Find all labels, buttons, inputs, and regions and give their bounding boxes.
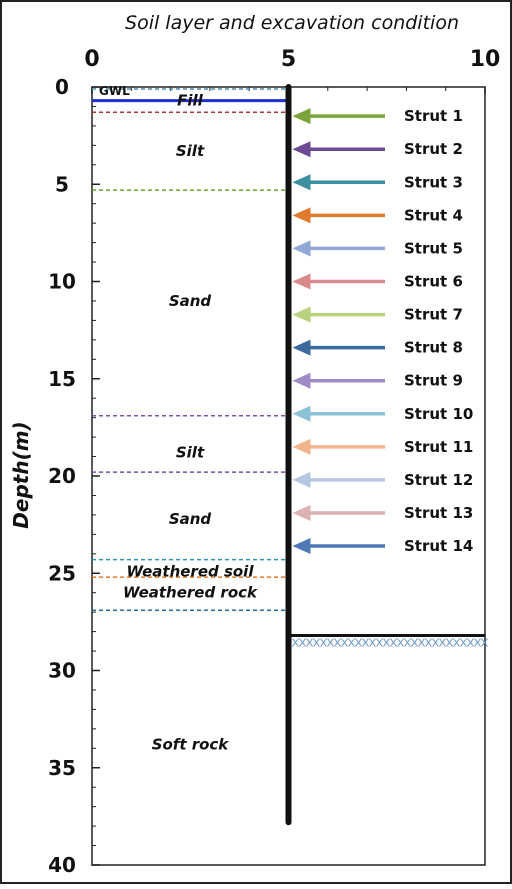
layer-boundaries: GWL bbox=[92, 84, 289, 611]
strut-arrow-head bbox=[292, 438, 311, 455]
hatch-mark bbox=[439, 638, 446, 647]
layer-label: Silt bbox=[176, 142, 205, 160]
strut-arrow-head bbox=[292, 240, 311, 257]
strut-label: Strut 10 bbox=[404, 405, 473, 423]
y-tick-label: 35 bbox=[48, 756, 76, 780]
hatch-mark bbox=[474, 638, 481, 647]
strut-arrow-head bbox=[292, 538, 311, 555]
hatch-mark bbox=[341, 638, 348, 647]
x-tick-label: 10 bbox=[470, 47, 501, 72]
hatch-mark bbox=[362, 638, 369, 647]
x-tick-label: 0 bbox=[84, 47, 99, 72]
chart-title: Soil layer and excavation condition bbox=[125, 12, 459, 34]
layer-label: Fill bbox=[177, 92, 204, 110]
strut-arrow-head bbox=[292, 504, 311, 521]
layer-label: Soft rock bbox=[152, 735, 230, 753]
strut-arrow-head bbox=[292, 339, 311, 356]
struts: Strut 1 Strut 2 Strut 3 Strut 4 Strut 5 Strut… bbox=[292, 107, 473, 555]
hatch-mark bbox=[355, 638, 362, 647]
gwl-label: GWL bbox=[99, 84, 130, 98]
hatch-mark bbox=[320, 638, 327, 647]
strut-label: Strut 4 bbox=[404, 206, 463, 224]
y-tick-label: 15 bbox=[48, 367, 76, 391]
hatch-mark bbox=[425, 638, 432, 647]
strut-label: Strut 12 bbox=[404, 471, 473, 489]
layer-label: Weathered rock bbox=[123, 584, 258, 602]
layer-label: Weathered soil bbox=[127, 562, 255, 580]
strut-label: Strut 14 bbox=[404, 537, 473, 555]
hatch-mark bbox=[446, 638, 453, 647]
y-tick-label: 5 bbox=[55, 172, 69, 196]
hatch-mark bbox=[383, 638, 390, 647]
hatch-mark bbox=[348, 638, 355, 647]
hatch-mark bbox=[481, 638, 488, 647]
hatch-mark bbox=[411, 638, 418, 647]
strut-arrow-head bbox=[292, 306, 311, 323]
hatch-mark bbox=[432, 638, 439, 647]
layer-label: Sand bbox=[169, 292, 212, 310]
hatch-mark bbox=[467, 638, 474, 647]
strut-arrow-head bbox=[292, 108, 311, 125]
strut-arrow-head bbox=[292, 471, 311, 488]
strut-arrow-head bbox=[292, 141, 311, 158]
hatch-mark bbox=[369, 638, 376, 647]
y-tick-label: 0 bbox=[55, 75, 69, 99]
hatch-mark bbox=[390, 638, 397, 647]
strut-arrow-head bbox=[292, 405, 311, 422]
hatch-mark bbox=[334, 638, 341, 647]
strut-label: Strut 8 bbox=[404, 339, 463, 357]
y-axis-label: Depth(m) bbox=[9, 421, 33, 528]
y-tick-label: 25 bbox=[48, 561, 76, 585]
strut-label: Strut 9 bbox=[404, 372, 463, 390]
strut-arrow-head bbox=[292, 174, 311, 191]
x-tick-label: 5 bbox=[281, 47, 296, 72]
y-tick-label: 30 bbox=[48, 659, 76, 683]
hatch-mark bbox=[418, 638, 425, 647]
strut-label: Strut 1 bbox=[404, 107, 463, 125]
strut-label: Strut 2 bbox=[404, 140, 463, 158]
hatch-mark bbox=[453, 638, 460, 647]
hatch-mark bbox=[313, 638, 320, 647]
strut-label: Strut 5 bbox=[404, 239, 463, 257]
axis-ticks: 0 5 10 0 5 10 15 20 25 30 35 40 bbox=[48, 47, 500, 877]
hatch-mark bbox=[299, 638, 306, 647]
hatch-mark bbox=[292, 638, 299, 647]
hatch-mark bbox=[306, 638, 313, 647]
strut-label: Strut 11 bbox=[404, 438, 473, 456]
hatch-mark bbox=[460, 638, 467, 647]
hatch-mark bbox=[327, 638, 334, 647]
layer-label: Sand bbox=[169, 510, 212, 528]
layer-label: Silt bbox=[176, 444, 205, 462]
strut-label: Strut 13 bbox=[404, 504, 473, 522]
layer-labels: Fill Silt Sand Silt Sand Weathered soil Weathe… bbox=[123, 92, 258, 754]
strut-label: Strut 7 bbox=[404, 306, 463, 324]
hatch-mark bbox=[404, 638, 411, 647]
excavation-base bbox=[288, 633, 488, 647]
strut-arrow-head bbox=[292, 207, 311, 224]
strut-arrow-head bbox=[292, 372, 311, 389]
y-tick-label: 10 bbox=[48, 270, 76, 294]
hatch-mark bbox=[376, 638, 383, 647]
strut-arrow-head bbox=[292, 273, 311, 290]
y-tick-label: 20 bbox=[48, 464, 76, 488]
strut-label: Strut 6 bbox=[404, 273, 463, 291]
y-tick-label: 40 bbox=[48, 853, 76, 877]
hatch-mark bbox=[397, 638, 404, 647]
strut-label: Strut 3 bbox=[404, 173, 463, 191]
